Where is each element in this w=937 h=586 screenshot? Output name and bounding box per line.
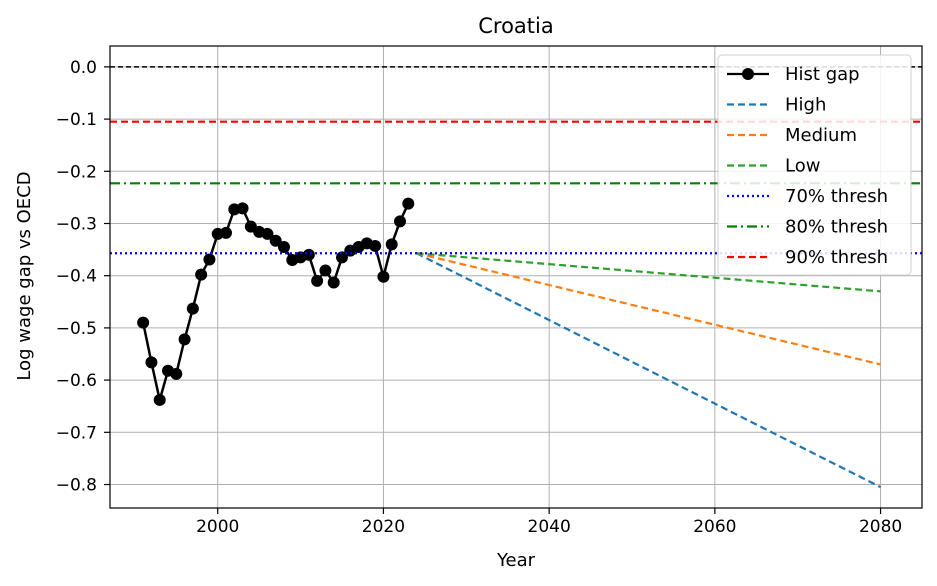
- series-hist-gap-point: [195, 268, 208, 281]
- legend-label: Low: [785, 156, 820, 177]
- y-tick-label: −0.3: [56, 214, 97, 234]
- series-hist-gap-point: [236, 202, 249, 215]
- series-hist-gap-point: [336, 251, 348, 264]
- y-tick-label: 0.0: [70, 58, 97, 78]
- series-hist-gap-point: [186, 302, 199, 315]
- series-hist-gap-point: [261, 227, 274, 240]
- y-tick-label: −0.2: [56, 162, 97, 182]
- series-low-line: [416, 252, 881, 293]
- plot-area: [110, 66, 922, 489]
- series-hist-gap-point: [137, 316, 150, 329]
- y-tick-label: −0.7: [56, 423, 97, 443]
- series-high-line: [416, 252, 882, 489]
- y-tick-label: −0.1: [56, 110, 97, 130]
- x-tick-label: 2080: [859, 517, 902, 537]
- x-tick-label: 2060: [693, 517, 736, 537]
- series-hist-gap-point: [369, 239, 382, 252]
- y-tick-label: −0.6: [56, 371, 97, 391]
- series-hist-gap-point: [220, 226, 232, 239]
- axes: 2000 2020 2040 2060 2080 0.0 −0.1 −0.2 −0.3 −0.4 −…: [56, 45, 923, 537]
- grid: [110, 46, 922, 508]
- series-medium-line: [416, 252, 881, 366]
- legend-box: [717, 54, 912, 276]
- series-hist-gap-point: [377, 270, 390, 283]
- legend: Hist gap High Medium Low 70% thresh 80% thres…: [717, 54, 912, 276]
- series-hist-gap-line: [141, 203, 410, 401]
- legend-label: Medium: [785, 125, 857, 146]
- legend-label: High: [785, 95, 826, 116]
- y-tick-label: −0.5: [56, 319, 97, 339]
- series-hist-gap-point: [153, 393, 166, 406]
- chart-title: Croatia: [478, 14, 554, 38]
- x-tick-label: 2040: [528, 517, 571, 537]
- series-hist-gap-point: [385, 238, 398, 251]
- series-hist-gap-point: [269, 234, 282, 247]
- x-tick-label: 2020: [362, 517, 405, 537]
- series-hist-gap-point: [302, 248, 315, 261]
- x-axis-label: Year: [496, 550, 536, 571]
- legend-label: 80% thresh: [785, 217, 888, 238]
- x-tick-label: 2000: [196, 517, 239, 537]
- series-hist-gap-point: [178, 333, 191, 346]
- legend-label: 90% thresh: [785, 247, 888, 268]
- series-hist-gap-point: [402, 197, 415, 210]
- y-axis-label: Log wage gap vs OECD: [14, 171, 35, 380]
- series-hist-gap-point: [145, 356, 158, 369]
- series-hist-gap-point: [278, 240, 290, 253]
- legend-label: Hist gap: [785, 64, 860, 85]
- y-tick-label: −0.4: [56, 267, 97, 287]
- axes-frame: [109, 45, 923, 509]
- y-tick-label: −0.8: [56, 476, 97, 496]
- series-hist-gap-point: [319, 264, 332, 277]
- series-hist-gap-point: [394, 215, 406, 228]
- legend-marker: [742, 68, 754, 80]
- series-hist-gap-point: [203, 253, 216, 266]
- legend-label: 70% thresh: [785, 186, 888, 207]
- series-hist-gap-point: [311, 274, 324, 287]
- series-hist-gap-point: [170, 367, 183, 380]
- series-hist-gap-point: [327, 276, 340, 289]
